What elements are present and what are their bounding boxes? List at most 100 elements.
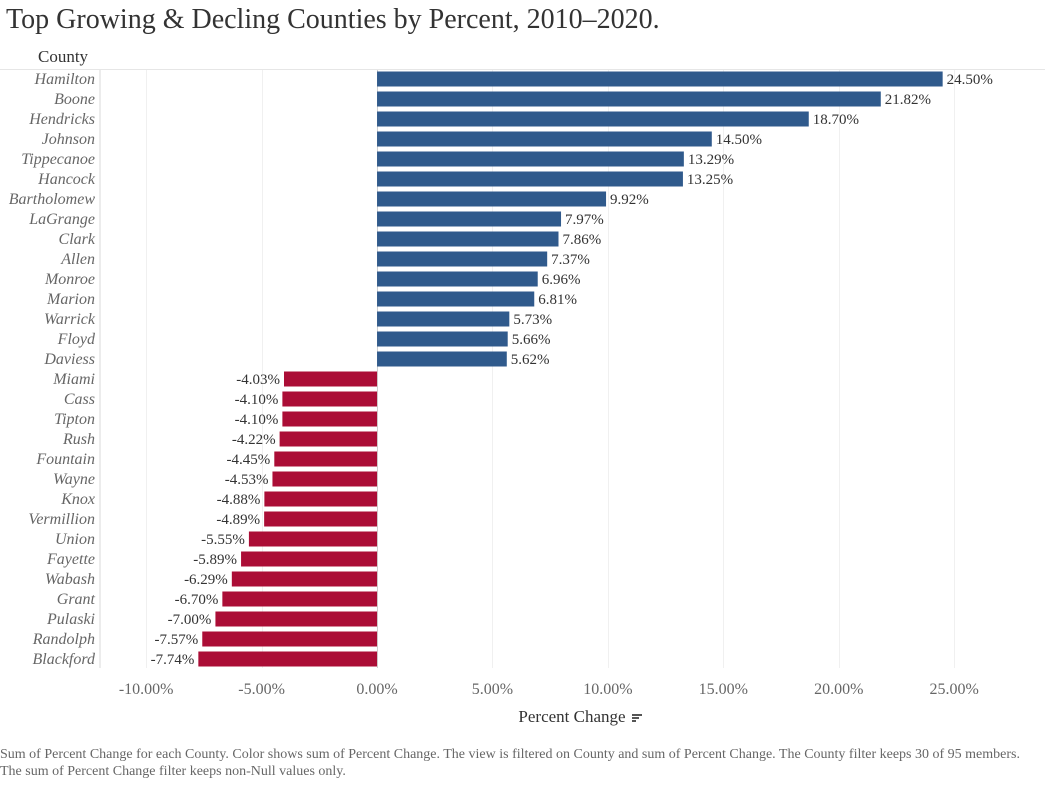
category-label[interactable]: Boone bbox=[54, 91, 95, 108]
bar[interactable] bbox=[282, 412, 377, 427]
value-label: -4.03% bbox=[236, 372, 280, 388]
bar[interactable] bbox=[222, 592, 377, 607]
category-label[interactable]: Warrick bbox=[44, 311, 96, 328]
category-label[interactable]: Hamilton bbox=[34, 71, 95, 88]
value-label: 7.37% bbox=[551, 252, 590, 268]
x-tick-label: 5.00% bbox=[472, 681, 513, 698]
bar[interactable] bbox=[280, 432, 377, 447]
category-label[interactable]: Tipton bbox=[54, 411, 95, 428]
category-label[interactable]: Wabash bbox=[45, 571, 95, 588]
bar[interactable] bbox=[202, 632, 377, 647]
value-label: -4.88% bbox=[217, 492, 261, 508]
value-label: -5.89% bbox=[193, 552, 237, 568]
category-label[interactable]: Johnson bbox=[42, 131, 95, 148]
x-axis-label: Percent Change bbox=[518, 707, 625, 726]
category-label[interactable]: Hendricks bbox=[28, 111, 95, 128]
value-label: -7.00% bbox=[168, 612, 212, 628]
category-label[interactable]: Marion bbox=[46, 291, 95, 308]
category-label[interactable]: Vermillion bbox=[28, 511, 95, 528]
value-label: 6.81% bbox=[538, 292, 577, 308]
caption: Sum of Percent Change for each County. C… bbox=[0, 746, 1040, 780]
bar[interactable] bbox=[264, 492, 377, 507]
category-labels: Hamilton Boone Hendricks Johnson Tippecanoe H… bbox=[9, 71, 96, 668]
value-label: 5.66% bbox=[512, 332, 551, 348]
value-label: 14.50% bbox=[716, 132, 762, 148]
bar[interactable] bbox=[264, 512, 377, 527]
category-label[interactable]: Fayette bbox=[46, 551, 95, 568]
value-label: -4.22% bbox=[232, 432, 276, 448]
x-tick-label: 10.00% bbox=[583, 681, 632, 698]
category-label[interactable]: Union bbox=[55, 531, 95, 548]
value-label: 5.73% bbox=[513, 312, 552, 328]
category-label[interactable]: Allen bbox=[60, 251, 95, 268]
bar[interactable] bbox=[377, 332, 508, 347]
bar[interactable] bbox=[377, 72, 943, 87]
category-label[interactable]: Randolph bbox=[32, 631, 95, 648]
value-label: 6.96% bbox=[542, 272, 581, 288]
value-label: -4.89% bbox=[216, 512, 260, 528]
x-tick-label: 15.00% bbox=[699, 681, 748, 698]
value-label: -4.45% bbox=[227, 452, 271, 468]
bar[interactable] bbox=[215, 612, 377, 627]
value-label: -6.29% bbox=[184, 572, 228, 588]
category-label[interactable]: Cass bbox=[64, 391, 95, 408]
value-label: 9.92% bbox=[610, 192, 649, 208]
x-tick-labels: -10.00% -5.00% 0.00% 5.00% 10.00% 15.00% 20.00… bbox=[119, 681, 979, 698]
category-label[interactable]: Miami bbox=[52, 371, 95, 388]
category-label[interactable]: Clark bbox=[59, 231, 96, 248]
bar[interactable] bbox=[377, 152, 684, 167]
bar[interactable] bbox=[198, 652, 377, 667]
value-label: -5.55% bbox=[201, 532, 245, 548]
bar[interactable] bbox=[272, 472, 377, 487]
category-label[interactable]: Rush bbox=[62, 431, 95, 448]
value-label: 5.62% bbox=[511, 352, 550, 368]
bar[interactable] bbox=[377, 192, 606, 207]
bar[interactable] bbox=[232, 572, 377, 587]
bar[interactable] bbox=[377, 232, 558, 247]
value-label: -7.57% bbox=[155, 632, 199, 648]
x-tick-label: -5.00% bbox=[238, 681, 285, 698]
category-label[interactable]: Blackford bbox=[33, 651, 97, 668]
category-label[interactable]: Pulaski bbox=[46, 611, 95, 628]
bar-chart: 24.50%21.82%18.70%14.50%13.29%13.25%9.92… bbox=[0, 0, 1049, 740]
category-label[interactable]: LaGrange bbox=[28, 211, 95, 228]
bar[interactable] bbox=[377, 252, 547, 267]
bar[interactable] bbox=[377, 172, 683, 187]
sort-descending-icon[interactable] bbox=[632, 714, 642, 722]
bar[interactable] bbox=[377, 92, 881, 107]
value-label: -4.53% bbox=[225, 472, 269, 488]
category-label[interactable]: Daviess bbox=[43, 351, 95, 368]
bar[interactable] bbox=[377, 352, 507, 367]
bar[interactable] bbox=[377, 132, 712, 147]
category-label[interactable]: Tippecanoe bbox=[21, 151, 95, 168]
x-tick-label: -10.00% bbox=[119, 681, 174, 698]
value-label: 18.70% bbox=[813, 112, 859, 128]
value-label: -7.74% bbox=[151, 652, 195, 668]
value-label: 13.25% bbox=[687, 172, 733, 188]
bar[interactable] bbox=[282, 392, 377, 407]
value-label: 7.97% bbox=[565, 212, 604, 228]
bar[interactable] bbox=[377, 292, 534, 307]
value-label: 7.86% bbox=[562, 232, 601, 248]
bar[interactable] bbox=[249, 532, 377, 547]
category-label[interactable]: Grant bbox=[57, 591, 96, 608]
category-label[interactable]: Fountain bbox=[35, 451, 95, 468]
bar[interactable] bbox=[274, 452, 377, 467]
category-label[interactable]: Knox bbox=[60, 491, 95, 508]
category-label[interactable]: Hancock bbox=[37, 171, 96, 188]
value-label: 24.50% bbox=[947, 72, 993, 88]
bar[interactable] bbox=[377, 312, 509, 327]
bar[interactable] bbox=[241, 552, 377, 567]
x-tick-label: 20.00% bbox=[814, 681, 863, 698]
bar[interactable] bbox=[377, 112, 809, 127]
category-label[interactable]: Bartholomew bbox=[9, 191, 96, 208]
value-label: 21.82% bbox=[885, 92, 931, 108]
x-tick-label: 25.00% bbox=[930, 681, 979, 698]
x-axis-title[interactable]: Percent Change bbox=[480, 707, 680, 727]
category-label[interactable]: Wayne bbox=[53, 471, 95, 488]
category-label[interactable]: Floyd bbox=[57, 331, 96, 348]
bar[interactable] bbox=[377, 272, 538, 287]
category-label[interactable]: Monroe bbox=[44, 271, 95, 288]
bar[interactable] bbox=[284, 372, 377, 387]
bar[interactable] bbox=[377, 212, 561, 227]
